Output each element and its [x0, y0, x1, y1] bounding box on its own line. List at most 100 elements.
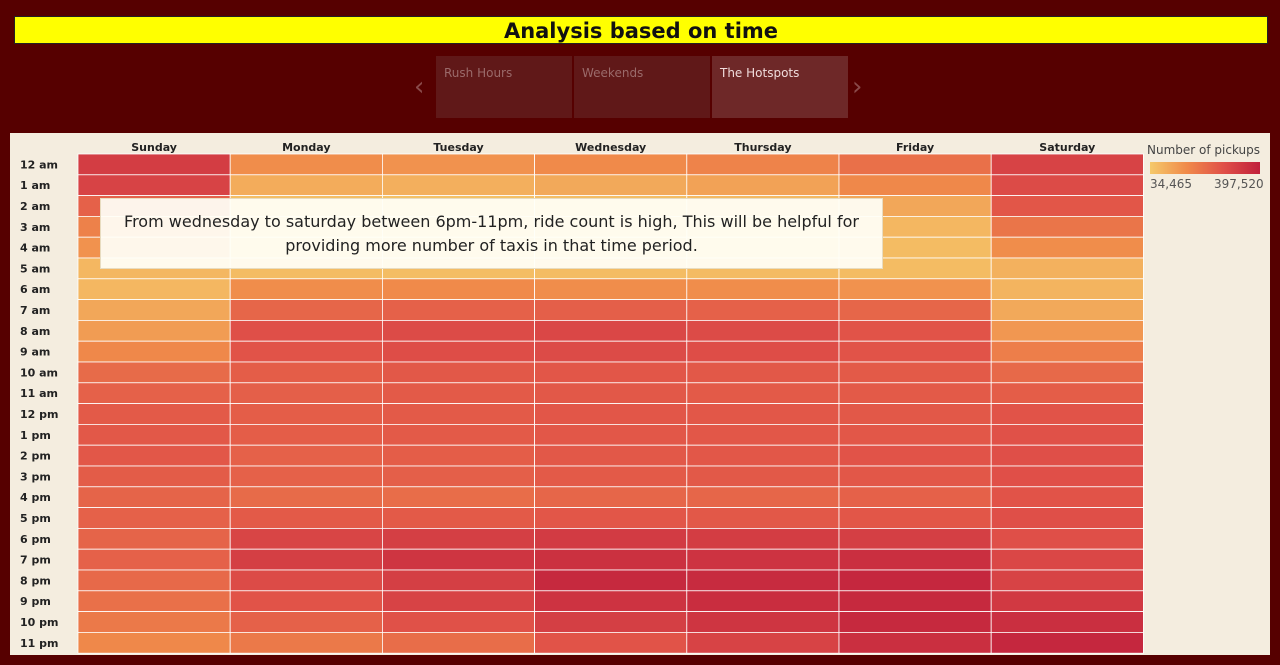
heatmap-cell[interactable] [990, 278, 1144, 301]
heatmap-cell[interactable] [77, 527, 231, 550]
heatmap-cell[interactable] [990, 382, 1144, 405]
heatmap-cell[interactable] [77, 507, 231, 529]
heatmap-cell[interactable] [838, 340, 992, 363]
heatmap-cell[interactable] [381, 527, 535, 550]
heatmap-cell[interactable] [229, 444, 383, 467]
story-point-rush-hours[interactable]: Rush Hours [436, 56, 572, 118]
heatmap-cell[interactable] [990, 403, 1144, 425]
heatmap-cell[interactable] [686, 382, 840, 405]
heatmap-cell[interactable] [990, 507, 1144, 529]
heatmap-cell[interactable] [229, 569, 383, 592]
heatmap-cell[interactable] [686, 444, 840, 467]
heatmap-cell[interactable] [990, 299, 1144, 321]
heatmap-cell[interactable] [838, 444, 992, 467]
heatmap-cell[interactable] [77, 423, 231, 446]
heatmap-cell[interactable] [77, 361, 231, 384]
heatmap-cell[interactable] [381, 382, 535, 405]
heatmap-cell[interactable] [990, 486, 1144, 508]
heatmap-cell[interactable] [838, 319, 992, 342]
heatmap-cell[interactable] [534, 631, 688, 654]
heatmap-cell[interactable] [686, 548, 840, 571]
heatmap-cell[interactable] [77, 174, 231, 196]
heatmap-cell[interactable] [534, 361, 688, 384]
heatmap-cell[interactable] [686, 507, 840, 529]
heatmap-cell[interactable] [990, 361, 1144, 384]
heatmap-cell[interactable] [990, 340, 1144, 363]
heatmap-cell[interactable] [990, 590, 1144, 612]
heatmap-cell[interactable] [838, 361, 992, 384]
heatmap-cell[interactable] [77, 569, 231, 592]
heatmap-cell[interactable] [990, 236, 1144, 259]
heatmap-cell[interactable] [229, 465, 383, 488]
heatmap-cell[interactable] [229, 423, 383, 446]
heatmap-cell[interactable] [77, 382, 231, 405]
heatmap-cell[interactable] [381, 278, 535, 301]
heatmap-cell[interactable] [534, 319, 688, 342]
heatmap-cell[interactable] [686, 153, 840, 176]
heatmap-cell[interactable] [77, 631, 231, 654]
heatmap-cell[interactable] [838, 153, 992, 176]
story-point-the-hotspots[interactable]: The Hotspots [712, 56, 848, 118]
heatmap-cell[interactable] [686, 361, 840, 384]
heatmap-cell[interactable] [686, 319, 840, 342]
heatmap-cell[interactable] [381, 507, 535, 529]
heatmap-cell[interactable] [534, 527, 688, 550]
heatmap-cell[interactable] [77, 278, 231, 301]
heatmap-cell[interactable] [229, 611, 383, 633]
heatmap-cell[interactable] [686, 631, 840, 654]
heatmap-cell[interactable] [686, 486, 840, 508]
heatmap-cell[interactable] [838, 423, 992, 446]
heatmap-cell[interactable] [838, 611, 992, 633]
heatmap-cell[interactable] [990, 611, 1144, 633]
heatmap-cell[interactable] [990, 216, 1144, 238]
chevron-right-icon[interactable]: › [852, 72, 863, 102]
heatmap-cell[interactable] [381, 299, 535, 321]
heatmap-cell[interactable] [990, 527, 1144, 550]
heatmap-cell[interactable] [77, 611, 231, 633]
heatmap-cell[interactable] [534, 486, 688, 508]
heatmap-cell[interactable] [229, 590, 383, 612]
heatmap-cell[interactable] [381, 548, 535, 571]
heatmap-cell[interactable] [838, 299, 992, 321]
heatmap-cell[interactable] [77, 548, 231, 571]
heatmap-cell[interactable] [381, 444, 535, 467]
heatmap-cell[interactable] [229, 340, 383, 363]
heatmap-cell[interactable] [381, 486, 535, 508]
heatmap-cell[interactable] [686, 174, 840, 196]
heatmap-cell[interactable] [381, 340, 535, 363]
heatmap-cell[interactable] [381, 153, 535, 176]
heatmap-cell[interactable] [534, 548, 688, 571]
heatmap-cell[interactable] [534, 507, 688, 529]
heatmap-cell[interactable] [838, 548, 992, 571]
heatmap-cell[interactable] [838, 590, 992, 612]
heatmap-cell[interactable] [381, 590, 535, 612]
heatmap-cell[interactable] [77, 444, 231, 467]
heatmap-cell[interactable] [534, 278, 688, 301]
heatmap-cell[interactable] [838, 174, 992, 196]
heatmap-cell[interactable] [534, 403, 688, 425]
heatmap-cell[interactable] [990, 569, 1144, 592]
heatmap-cell[interactable] [990, 153, 1144, 176]
heatmap-cell[interactable] [229, 486, 383, 508]
heatmap-cell[interactable] [838, 527, 992, 550]
heatmap-cell[interactable] [686, 611, 840, 633]
heatmap-cell[interactable] [229, 548, 383, 571]
heatmap-cell[interactable] [77, 153, 231, 176]
heatmap-cell[interactable] [838, 382, 992, 405]
heatmap-cell[interactable] [381, 319, 535, 342]
heatmap-cell[interactable] [686, 423, 840, 446]
heatmap-cell[interactable] [534, 465, 688, 488]
heatmap-cell[interactable] [534, 590, 688, 612]
heatmap-cell[interactable] [534, 423, 688, 446]
heatmap-cell[interactable] [990, 423, 1144, 446]
heatmap-cell[interactable] [381, 569, 535, 592]
heatmap-cell[interactable] [990, 548, 1144, 571]
heatmap-cell[interactable] [534, 444, 688, 467]
heatmap-cell[interactable] [77, 403, 231, 425]
heatmap-cell[interactable] [229, 507, 383, 529]
heatmap-cell[interactable] [229, 319, 383, 342]
heatmap-cell[interactable] [229, 403, 383, 425]
heatmap-cell[interactable] [381, 423, 535, 446]
heatmap-cell[interactable] [229, 278, 383, 301]
heatmap-cell[interactable] [686, 465, 840, 488]
